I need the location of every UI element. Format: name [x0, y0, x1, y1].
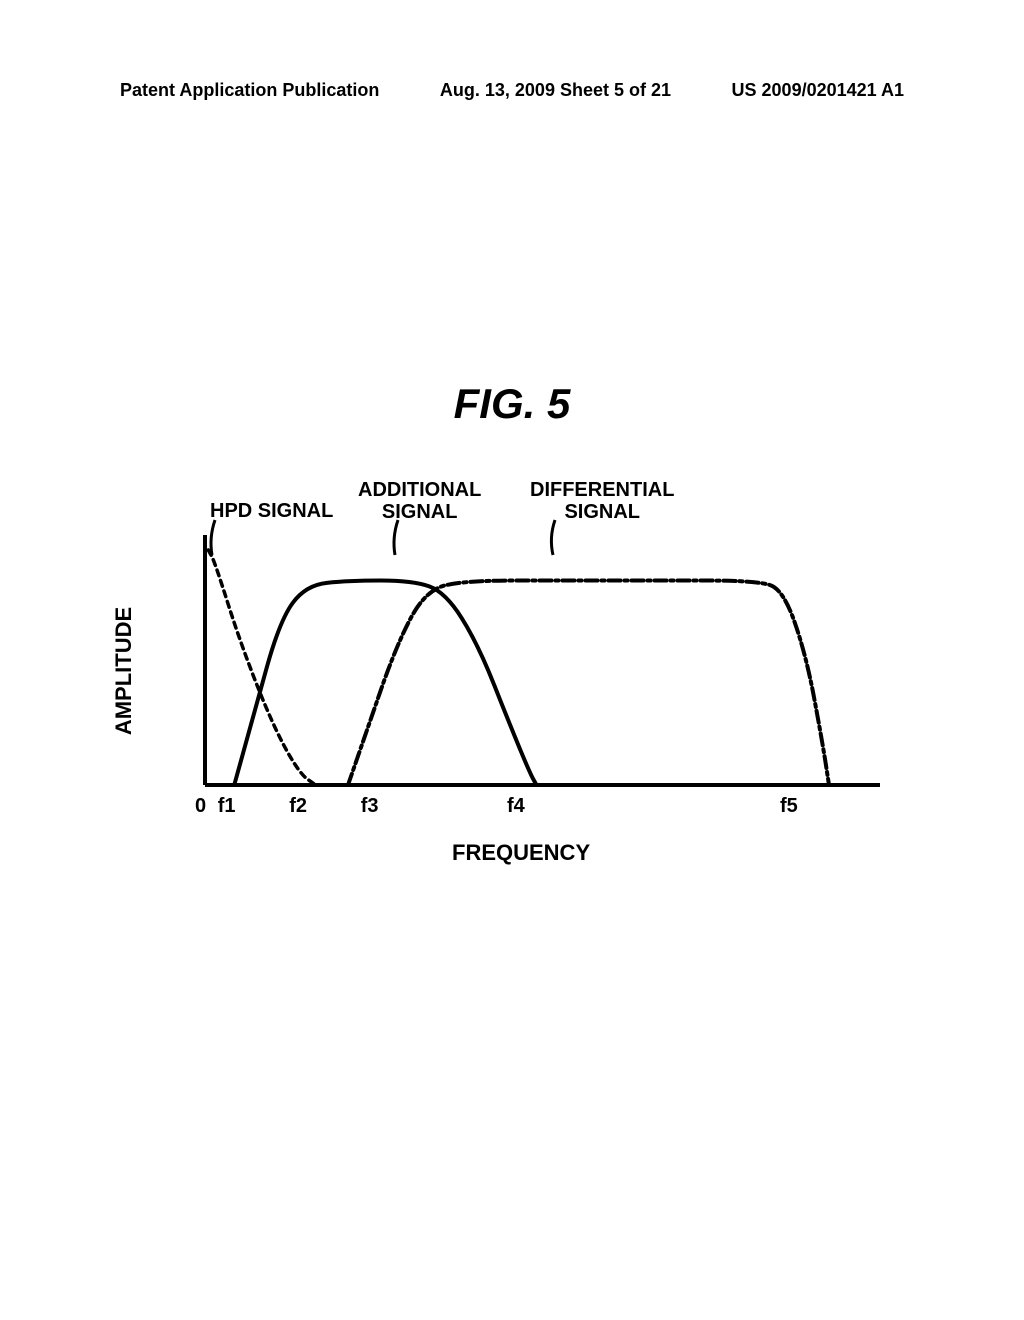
x-axis-label: FREQUENCY	[452, 840, 590, 866]
x-tick-label: f5	[780, 795, 798, 818]
x-tick-label: f2	[289, 795, 307, 818]
hpd-signal-label: HPD SIGNAL	[210, 500, 333, 522]
x-tick-label: 0	[195, 795, 206, 818]
y-axis-label: AMPLITUDE	[111, 606, 137, 734]
header-left: Patent Application Publication	[120, 80, 379, 101]
x-tick-label: f4	[507, 795, 525, 818]
header-right: US 2009/0201421 A1	[732, 80, 904, 101]
header-center: Aug. 13, 2009 Sheet 5 of 21	[440, 80, 671, 101]
x-tick-label: f3	[361, 795, 379, 818]
page-header: Patent Application Publication Aug. 13, …	[0, 80, 1024, 101]
figure-title: FIG. 5	[0, 380, 1024, 428]
additional-signal-label: ADDITIONAL SIGNAL	[358, 479, 481, 523]
differential-signal-label: DIFFERENTIAL SIGNAL	[530, 479, 674, 523]
x-tick-label: f1	[218, 795, 236, 818]
